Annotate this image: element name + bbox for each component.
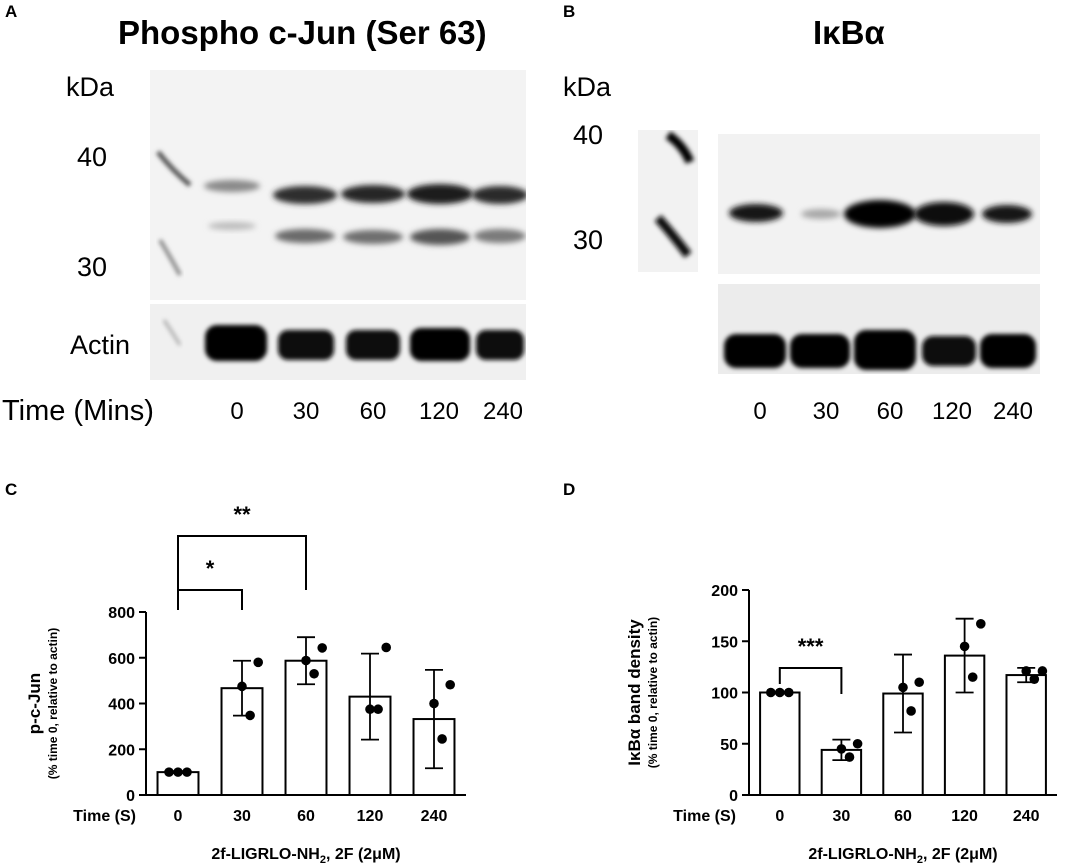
data-point — [906, 706, 916, 716]
lane-label-a-120: 120 — [418, 398, 460, 425]
x-tick-label: 240 — [421, 808, 448, 825]
time-axis-label-a: Time (Mins) — [2, 395, 154, 427]
data-point — [836, 744, 847, 754]
data-point — [429, 698, 439, 709]
x-tick-label: 240 — [1013, 808, 1040, 825]
panel-letter-b: B — [563, 2, 576, 21]
significance-label: ** — [233, 502, 251, 527]
lane-label-b-30: 30 — [812, 398, 840, 425]
data-point — [976, 619, 986, 629]
data-point — [784, 687, 794, 698]
data-point — [365, 704, 375, 715]
data-point — [253, 657, 263, 668]
y-axis-label: IκBα band density — [625, 619, 644, 766]
panel-letter-c: C — [5, 480, 18, 499]
x-axis-caption: Time (S) — [673, 808, 736, 825]
data-point — [898, 682, 908, 693]
lane-label-b-120: 120 — [931, 398, 973, 425]
data-point — [1037, 666, 1048, 676]
data-point — [766, 687, 776, 698]
significance-label: * — [206, 556, 215, 581]
lane-label-b-0: 0 — [753, 398, 767, 425]
data-point — [1021, 666, 1031, 676]
significance-bracket — [177, 589, 243, 610]
actin-label: Actin — [70, 330, 131, 360]
x-tick-label: 30 — [833, 808, 851, 825]
y-tick-label: 600 — [108, 651, 135, 668]
x-tick-label: 120 — [357, 808, 384, 825]
data-point — [775, 687, 785, 698]
data-point — [245, 710, 255, 721]
blot-title-b: IκBα — [813, 14, 885, 51]
ladder-strip-b — [638, 130, 698, 272]
bar-chart-c: 0 200 400 600 800 0 30 60 120 240 Time (S) 2f-LIGRL… — [25, 502, 466, 866]
y-axis-sublabel: (% time 0, relative to actin) — [646, 617, 660, 768]
data-point — [844, 752, 855, 762]
data-point — [381, 642, 392, 653]
y-tick-label: 400 — [108, 697, 135, 714]
y-tick-label: 0 — [126, 788, 135, 805]
x-tick-label: 30 — [233, 808, 251, 825]
marker-30-b: 30 — [573, 225, 604, 255]
blot-title-a: Phospho c-Jun (Ser 63) — [118, 14, 487, 51]
lane-label-b-60: 60 — [876, 398, 904, 425]
x-tick-label: 120 — [951, 808, 978, 825]
data-point — [173, 767, 183, 777]
bar-chart-d: 0 50 100 150 200 0 30 60 120 240 Time (S) 2f-LIGRLO… — [625, 583, 1057, 866]
lane-label-a-240: 240 — [482, 398, 524, 425]
panel-letter-a: A — [5, 2, 18, 21]
data-point — [309, 668, 319, 679]
lane-label-a-60: 60 — [359, 398, 387, 425]
x-tick-label: 60 — [297, 808, 315, 825]
y-axis-sublabel: (% time 0, relative to actin) — [46, 628, 60, 779]
x-axis-caption: Time (S) — [73, 808, 136, 825]
kda-label-b: kDa — [563, 72, 612, 102]
data-point — [317, 643, 328, 653]
y-tick-label: 0 — [729, 788, 738, 805]
lane-label-a-30: 30 — [292, 398, 320, 425]
x-tick-label: 0 — [775, 808, 784, 825]
significance-bracket — [778, 667, 843, 694]
data-point — [182, 767, 192, 777]
data-point — [373, 704, 383, 715]
kda-label-a: kDa — [66, 72, 115, 102]
x-tick-label: 0 — [174, 808, 183, 825]
x-axis-label: 2f-LIGRLO-NH2, 2F (2μM) — [808, 846, 997, 866]
marker-40-b: 40 — [573, 120, 604, 150]
data-point — [914, 677, 924, 688]
marker-40-a: 40 — [77, 142, 108, 172]
y-tick-label: 50 — [720, 737, 738, 754]
x-axis-label: 2f-LIGRLO-NH2, 2F (2μM) — [211, 846, 400, 866]
y-axis-label: p-c-Jun — [25, 673, 44, 734]
bar — [759, 691, 801, 796]
data-point — [1029, 674, 1040, 684]
y-tick-label: 200 — [711, 583, 738, 600]
data-point — [237, 681, 247, 692]
data-point — [164, 767, 174, 777]
y-tick-label: 150 — [711, 634, 738, 651]
data-point — [445, 679, 456, 690]
data-point — [967, 672, 978, 682]
panel-letter-d: D — [563, 480, 576, 499]
western-blot-b — [718, 134, 1040, 374]
lane-label-a-0: 0 — [230, 398, 244, 425]
data-point — [437, 734, 447, 744]
marker-30-a: 30 — [77, 252, 108, 282]
data-point — [852, 738, 863, 749]
y-tick-label: 200 — [108, 742, 135, 759]
data-point — [301, 655, 311, 666]
significance-bracket — [177, 535, 307, 610]
data-point — [959, 641, 970, 652]
y-tick-label: 800 — [108, 605, 135, 622]
y-tick-label: 100 — [711, 686, 738, 703]
significance-label: *** — [798, 634, 824, 659]
x-tick-label: 60 — [894, 808, 912, 825]
bar — [1005, 674, 1047, 796]
lane-label-b-240: 240 — [992, 398, 1034, 425]
western-blot-a — [150, 70, 526, 380]
